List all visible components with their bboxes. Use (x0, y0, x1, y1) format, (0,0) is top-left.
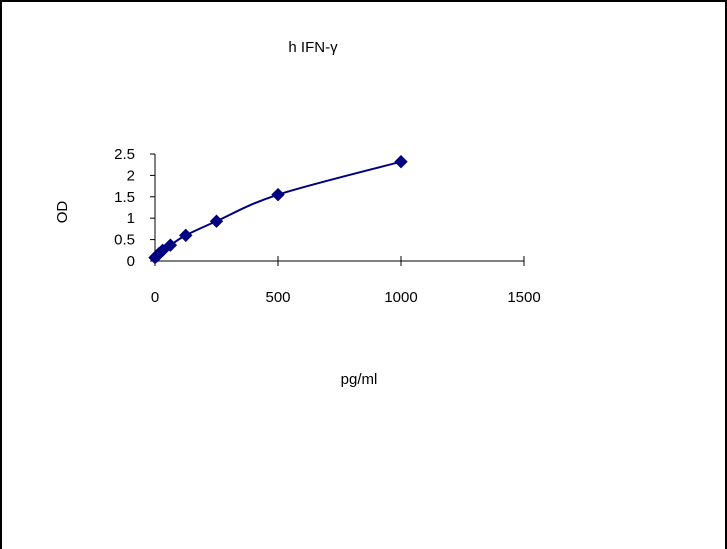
data-point-diamond (155, 243, 170, 258)
data-point-diamond (209, 214, 224, 228)
y-tick-label: 1.5 (114, 189, 135, 206)
series-curve (154, 160, 402, 259)
y-tick-label: 2.5 (114, 146, 135, 163)
tick-labels: 0 500 1000 1500 0 0.5 1 1.5 2 2.5 (114, 146, 541, 306)
axes (150, 153, 525, 266)
y-tick-label: 0.5 (114, 232, 135, 249)
x-tick-label: 500 (265, 289, 290, 306)
data-point-diamond (179, 228, 193, 243)
data-point-diamond (394, 154, 408, 169)
y-tick-label: 0 (127, 253, 135, 270)
data-point-diamond (271, 187, 285, 202)
y-axis-label: OD (54, 201, 71, 224)
chart-title: h IFN-γ (288, 39, 338, 56)
x-tick-label: 1000 (384, 289, 417, 306)
data-point-diamond (163, 238, 178, 252)
y-tick-label: 2 (127, 167, 135, 184)
x-tick-label: 1500 (507, 289, 540, 306)
x-tick-label: 0 (151, 289, 159, 306)
y-tick-label: 1 (127, 210, 135, 227)
x-axis-label: pg/ml (341, 371, 378, 388)
plot-series (148, 154, 408, 265)
